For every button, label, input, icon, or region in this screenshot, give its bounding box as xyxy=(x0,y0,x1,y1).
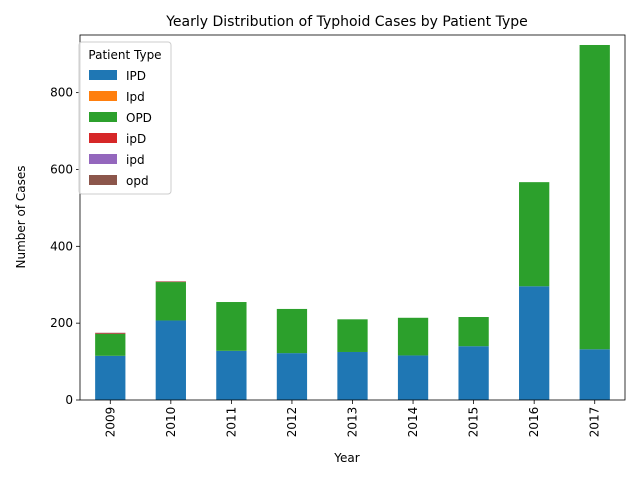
legend: Patient Type IPD Ipd OPD ipD ipd opd xyxy=(78,41,172,195)
bar-2013-series-0 xyxy=(337,351,368,400)
bar-2010-series-0 xyxy=(155,320,186,400)
y-tick-label: 600 xyxy=(50,162,73,176)
bar-2012-series-0 xyxy=(276,353,308,400)
x-tick-label: 2014 xyxy=(406,407,420,438)
legend-swatch-1 xyxy=(89,91,117,101)
x-tick-label: 2013 xyxy=(346,407,360,438)
y-tick-label: 0 xyxy=(65,393,73,407)
bar-2016-series-2 xyxy=(519,182,550,287)
bars-group xyxy=(95,44,610,400)
bar-2009-series-0 xyxy=(95,355,126,400)
legend-label-0: IPD xyxy=(126,69,146,83)
x-tick-label: 2012 xyxy=(285,407,299,438)
bar-2012-series-2 xyxy=(276,308,308,354)
legend-label-5: opd xyxy=(126,174,149,188)
bar-2013-series-2 xyxy=(337,319,368,352)
bar-2010-series-2 xyxy=(155,282,186,321)
x-tick-label: 2015 xyxy=(467,407,481,438)
x-tick-label: 2017 xyxy=(588,407,602,438)
bar-2011-series-2 xyxy=(216,302,247,351)
bar-2014-series-0 xyxy=(397,355,429,400)
bar-2009-series-2 xyxy=(95,333,126,356)
chart-title: Yearly Distribution of Typhoid Cases by … xyxy=(165,14,528,30)
bar-2015-series-2 xyxy=(458,317,489,347)
x-axis-label: Year xyxy=(333,451,359,465)
y-axis-label: Number of Cases xyxy=(14,165,28,268)
legend-label-2: OPD xyxy=(126,111,152,125)
legend-label-4: ipd xyxy=(126,153,145,167)
legend-label-1: Ipd xyxy=(126,90,145,104)
bar-2014-series-2 xyxy=(397,317,429,356)
bar-2017-series-2 xyxy=(579,44,610,350)
x-tick-label: 2009 xyxy=(103,407,117,438)
x-tick-label: 2010 xyxy=(164,407,178,438)
legend-title: Patient Type xyxy=(88,48,161,62)
y-tick-label: 200 xyxy=(50,316,73,330)
legend-swatch-5 xyxy=(89,175,117,185)
legend-swatch-3 xyxy=(89,133,117,143)
legend-swatch-4 xyxy=(89,154,117,164)
bar-2011-series-0 xyxy=(216,350,247,400)
axes-group: 0 200 400 600 800 2009 2010 2011 2012 2013 2014 201… xyxy=(50,34,626,438)
y-tick-label: 800 xyxy=(50,86,73,100)
bar-2009-series-5 xyxy=(95,332,126,334)
legend-swatch-0 xyxy=(89,70,117,80)
x-tick-label: 2011 xyxy=(224,407,238,438)
bar-2017-series-0 xyxy=(579,349,610,400)
y-tick-label: 400 xyxy=(50,239,73,253)
x-tick-label: 2016 xyxy=(527,407,541,438)
bar-2016-series-0 xyxy=(519,286,550,400)
legend-label-3: ipD xyxy=(126,132,146,146)
bar-2015-series-0 xyxy=(458,346,489,400)
legend-swatch-2 xyxy=(89,112,117,122)
